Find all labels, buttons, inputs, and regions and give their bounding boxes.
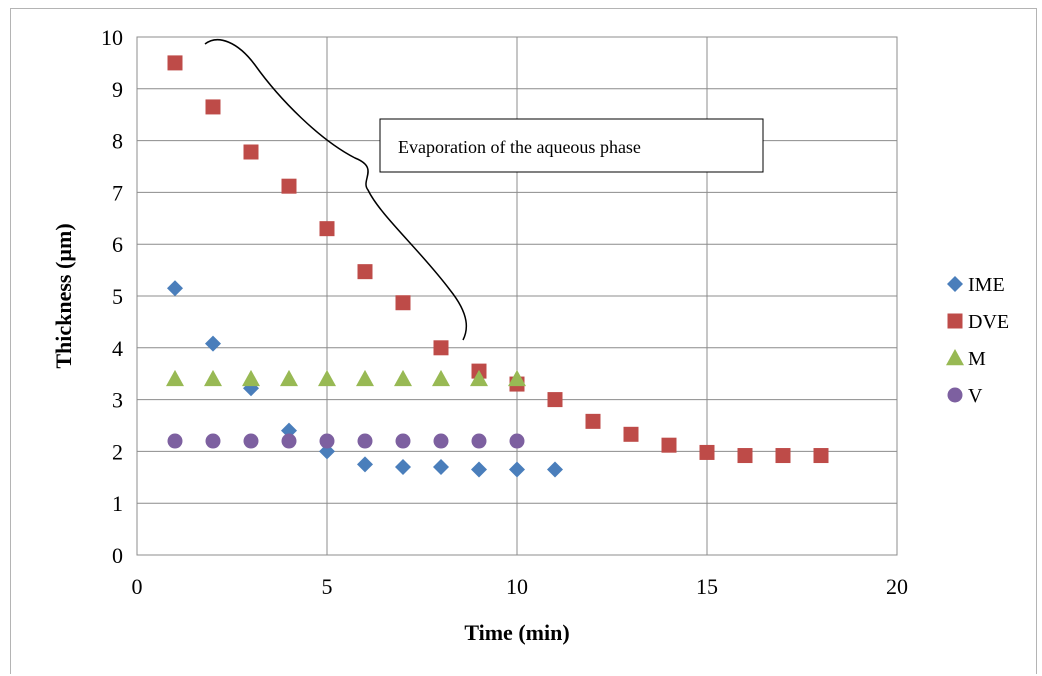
point-dve xyxy=(775,448,791,464)
point-ime xyxy=(509,461,525,478)
point-v xyxy=(243,433,259,449)
point-dve xyxy=(319,221,335,237)
point-m xyxy=(242,369,260,387)
y-tick-labels: 0 1 2 3 4 5 6 7 8 9 10 xyxy=(101,25,123,568)
point-dve xyxy=(167,55,183,71)
x-tick-labels: 0 5 10 15 20 xyxy=(132,574,909,599)
y-tick-label: 7 xyxy=(112,180,123,205)
series-ime xyxy=(167,280,563,478)
legend-label-ime: IME xyxy=(968,274,1005,296)
point-dve xyxy=(357,264,373,280)
point-ime xyxy=(167,280,183,297)
annotation-text: Evaporation of the aqueous phase xyxy=(398,137,641,157)
y-tick-label: 8 xyxy=(112,129,123,154)
legend-marker-v xyxy=(947,387,963,403)
annotation-brace xyxy=(204,39,468,341)
x-tick-label: 20 xyxy=(886,574,908,599)
x-tick-label: 15 xyxy=(696,574,718,599)
series-m xyxy=(166,369,526,387)
x-tick-label: 0 xyxy=(132,574,143,599)
legend-label-dve: DVE xyxy=(968,311,1009,333)
series-dve xyxy=(167,55,829,464)
point-v xyxy=(395,433,411,449)
plot-area-border xyxy=(136,36,898,556)
y-tick-label: 10 xyxy=(101,25,123,50)
point-ime xyxy=(395,458,411,475)
point-dve xyxy=(623,426,639,442)
point-v xyxy=(471,433,487,449)
chart-frame xyxy=(10,8,1037,674)
legend-marker-ime xyxy=(947,276,963,292)
y-tick-label: 4 xyxy=(112,336,123,361)
point-m xyxy=(432,369,450,387)
point-v xyxy=(433,433,449,449)
point-ime xyxy=(433,458,449,475)
legend-marker-m xyxy=(946,349,964,366)
point-m xyxy=(280,369,298,387)
x-tick-label: 5 xyxy=(322,574,333,599)
point-dve xyxy=(737,448,753,464)
point-v xyxy=(281,433,297,449)
series-v xyxy=(167,433,525,449)
x-tick-label: 10 xyxy=(506,574,528,599)
point-v xyxy=(167,433,183,449)
y-tick-label: 2 xyxy=(112,439,123,464)
legend-marker-dve xyxy=(947,313,963,329)
point-m xyxy=(318,369,336,387)
point-dve xyxy=(813,448,829,464)
point-m xyxy=(356,369,374,387)
point-ime xyxy=(471,461,487,478)
point-dve xyxy=(433,340,449,356)
point-dve xyxy=(395,295,411,311)
y-tick-label: 1 xyxy=(112,491,123,516)
y-tick-label: 0 xyxy=(112,543,123,568)
y-tick-label: 5 xyxy=(112,284,123,309)
point-dve xyxy=(699,444,715,460)
data-points xyxy=(166,55,829,478)
legend-label-m: M xyxy=(968,348,986,370)
point-ime xyxy=(205,335,221,352)
point-dve xyxy=(243,144,259,160)
point-m xyxy=(166,369,184,387)
point-ime xyxy=(281,422,297,439)
annotation-box xyxy=(379,118,764,173)
y-tick-label: 6 xyxy=(112,232,123,257)
point-ime xyxy=(319,443,335,460)
point-v xyxy=(319,433,335,449)
point-m xyxy=(470,369,488,387)
point-dve xyxy=(281,178,297,194)
point-m xyxy=(204,369,222,387)
point-ime xyxy=(547,461,563,478)
point-dve xyxy=(547,392,563,408)
point-dve xyxy=(205,99,221,115)
point-m xyxy=(508,369,526,387)
point-ime xyxy=(357,456,373,473)
point-v xyxy=(357,433,373,449)
x-axis-title: Time (min) xyxy=(464,620,569,645)
legend: IME DVE MV xyxy=(946,274,1009,407)
point-dve xyxy=(661,437,677,453)
point-v xyxy=(509,433,525,449)
point-dve xyxy=(585,413,601,429)
point-v xyxy=(205,433,221,449)
legend-label-v: V xyxy=(968,385,983,407)
point-m xyxy=(394,369,412,387)
annotation: Evaporation of the aqueous phase xyxy=(204,39,764,341)
y-tick-label: 9 xyxy=(112,77,123,102)
y-tick-label: 3 xyxy=(112,388,123,413)
y-axis-title: Thickness (µm) xyxy=(51,223,76,368)
